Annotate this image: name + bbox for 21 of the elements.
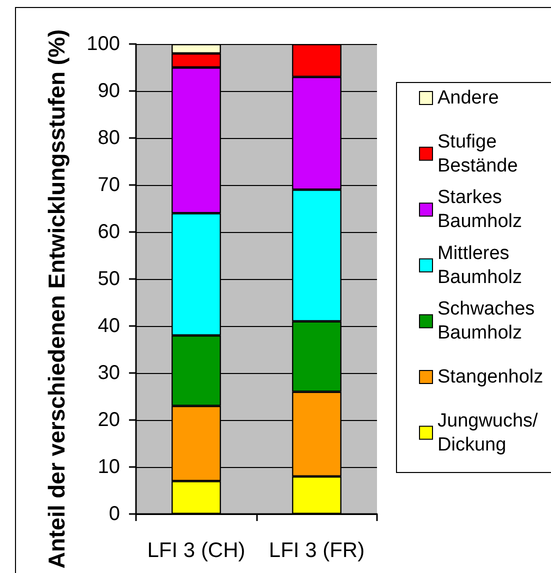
- y-tick-label: 20: [98, 409, 120, 431]
- y-tick-label: 60: [98, 221, 120, 243]
- y-tick-label: 40: [98, 315, 120, 337]
- x-tick-label: LFI 3 (FR): [268, 539, 365, 562]
- y-tick-label: 30: [98, 362, 120, 384]
- legend-label: Mittleres Baumholz: [438, 242, 522, 288]
- legend-label: Starkes Baumholz: [438, 187, 522, 232]
- y-tick-label: 90: [98, 80, 120, 102]
- y-axis-title: Anteil der verschiedenen Entwicklungsstufen (%): [44, 29, 70, 569]
- y-tick-label: 100: [86, 33, 120, 55]
- legend-label: Stangenholz: [438, 366, 544, 388]
- x-tick-label: LFI 3 (CH): [147, 539, 246, 562]
- legend-label: Andere: [438, 88, 499, 108]
- legend-label: Schwaches Baumholz: [438, 298, 540, 344]
- legend-label: Jungwuchs/Dickung: [438, 410, 539, 456]
- y-tick-label: 50: [98, 268, 120, 290]
- y-tick-label: 70: [98, 174, 120, 196]
- legend-label: Stufige Bestände: [438, 131, 518, 176]
- y-tick-label: 10: [98, 456, 120, 478]
- y-tick-label: 80: [98, 127, 120, 149]
- y-tick-label: 0: [108, 503, 120, 525]
